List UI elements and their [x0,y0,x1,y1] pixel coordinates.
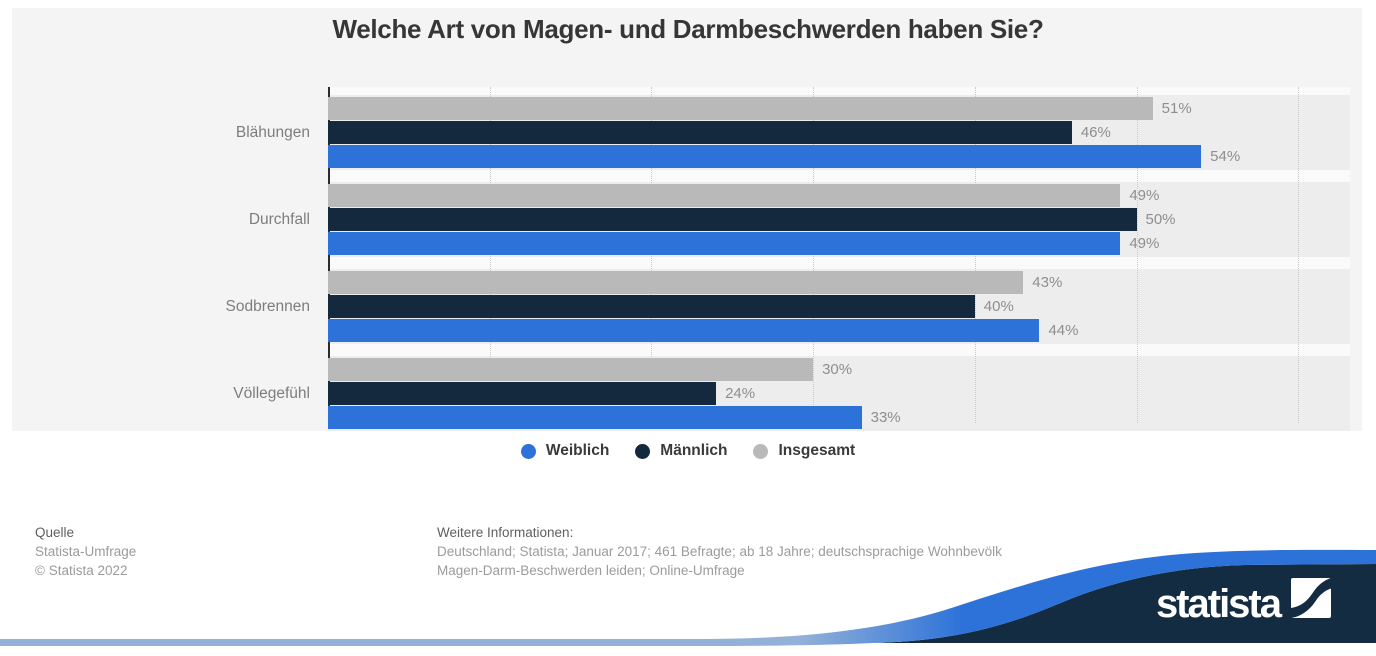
info-line-2: Magen-Darm-Beschwerden leiden; Online-Um… [437,563,745,578]
source-label: Quelle [35,525,75,540]
statista-logo-text: statista [1155,582,1282,626]
legend-label-weiblich: Weiblich [545,442,610,459]
bar-weiblich-durchfall [328,232,1121,255]
source-block: Quelle Statista-Umfrage © Statista 2022 [35,523,136,580]
value-label-männlich-durchfall: 50% [1145,211,1176,228]
gridline-30-percent [813,87,815,423]
legend-item-weiblich: Weiblich [520,442,610,460]
info-line-1: Deutschland; Statista; Januar 2017; 461 … [437,544,1002,559]
legend-label-männlich: Männlich [660,442,728,459]
legend-dot-weiblich [520,443,536,459]
value-label-weiblich-sodbrennen: 44% [1048,322,1079,339]
value-label-weiblich-völlegefühl: 33% [870,409,901,426]
value-label-männlich-blähungen: 46% [1080,124,1111,141]
statista-footer-swoosh [0,549,1376,646]
legend-item-männlich: Männlich [635,442,727,460]
chart-plot-area: 51% 46% 54% 49% 50% 49% 43% 40% 44% 30% 24% 33% [328,87,1350,431]
source-line-2: © Statista 2022 [35,563,128,578]
swoosh-blue-band [0,549,1376,646]
source-line-1: Statista-Umfrage [35,544,137,559]
gridline-10-percent [489,87,491,423]
gridline-20-percent [651,87,653,423]
category-label-2: Durchfall [248,211,310,228]
value-label-männlich-völlegefühl: 24% [725,385,756,402]
further-information-label: Weitere Informationen: [437,525,574,540]
value-label-insgesamt-durchfall: 49% [1129,187,1160,204]
legend-dot-männlich [635,443,651,459]
value-label-insgesamt-blähungen: 51% [1161,100,1192,117]
swoosh-navy-shape [872,564,1376,643]
bar-männlich-sodbrennen [328,295,975,318]
bar-männlich-durchfall [328,208,1137,231]
bar-insgesamt-sodbrennen [328,271,1024,294]
legend-item-insgesamt: Insgesamt [753,442,855,460]
y-axis-line [328,87,330,423]
legend-dot-insgesamt [753,443,769,459]
value-label-weiblich-durchfall: 49% [1129,235,1160,252]
further-information-block: Weitere Informationen: Deutschland; Stat… [437,523,1002,580]
value-label-weiblich-blähungen: 54% [1210,148,1241,165]
gridline-40-percent [974,87,976,423]
value-label-männlich-sodbrennen: 40% [983,298,1014,315]
value-label-insgesamt-sodbrennen: 43% [1032,274,1063,291]
category-label-4: Völlegefühl [233,385,310,402]
page-title: Welche Art von Magen- und Darmbeschwerde… [332,14,1044,44]
bar-männlich-blähungen [328,121,1072,144]
bar-weiblich-blähungen [328,145,1202,168]
statista-logo-icon [1291,578,1331,618]
bar-weiblich-völlegefühl [328,406,862,429]
category-label-3: Sodbrennen [225,298,310,315]
bar-insgesamt-blähungen [328,97,1153,120]
legend-label-insgesamt: Insgesamt [778,442,856,459]
chart-legend: Weiblich Männlich Insgesamt [0,442,1376,460]
bar-weiblich-sodbrennen [328,319,1040,342]
bar-insgesamt-völlegefühl [328,358,814,381]
category-label-1: Blähungen [235,124,310,141]
bar-insgesamt-durchfall [328,184,1121,207]
value-label-insgesamt-völlegefühl: 30% [822,361,853,378]
gridline-60-percent [1298,87,1300,423]
bar-männlich-völlegefühl [328,382,717,405]
gridline-50-percent [1136,87,1138,423]
